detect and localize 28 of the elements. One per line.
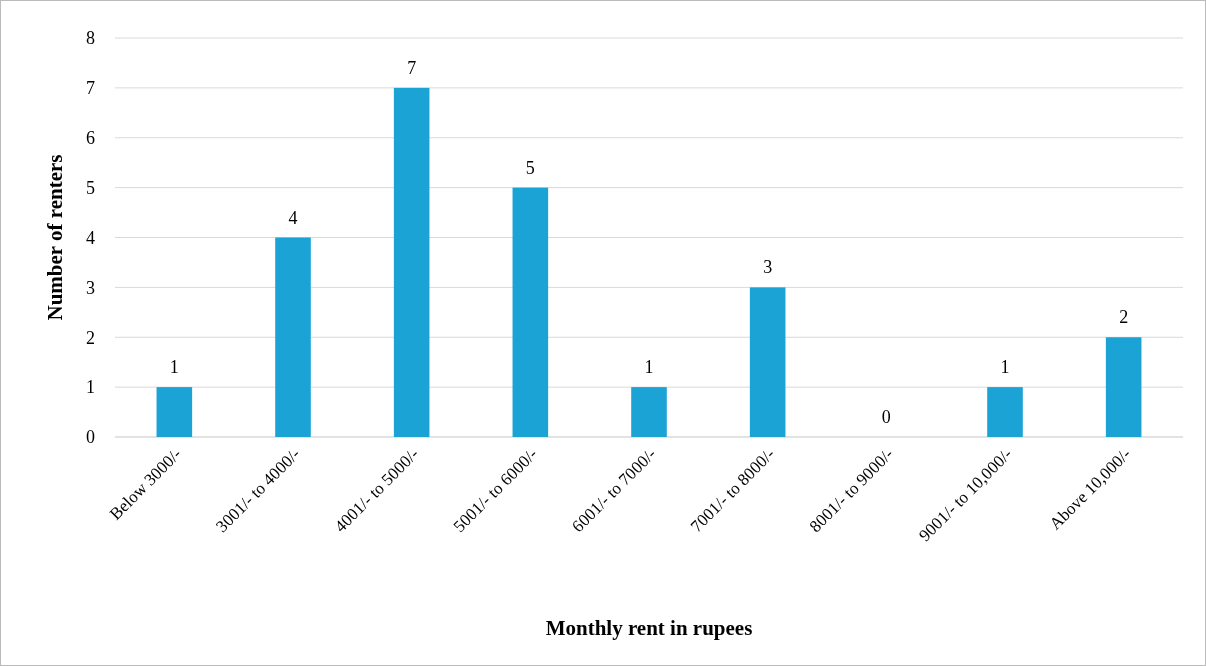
y-tick-label: 6 [86,128,95,149]
bar [1105,337,1142,437]
data-label: 2 [1119,307,1129,328]
y-axis-title: Number of renters [43,154,67,321]
bar [987,387,1023,437]
bar [275,237,311,437]
data-label: 7 [407,57,417,78]
data-label: 1 [169,357,179,378]
y-tick-label: 0 [86,427,95,448]
y-tick-label: 2 [86,327,95,348]
y-tick-label: 1 [86,377,95,398]
bar [512,187,549,437]
x-axis-title: Monthly rent in rupees [545,616,753,640]
data-label: 0 [881,407,891,427]
bar [156,387,193,437]
bar [749,287,786,437]
bar [393,87,430,437]
data-label: 1 [1000,357,1010,378]
y-tick-label: 4 [86,227,95,248]
y-tick-label: 8 [86,28,95,49]
data-label: 4 [288,207,298,228]
bar [631,387,667,437]
y-tick-label: 5 [86,177,95,198]
data-label: 5 [525,157,535,178]
data-label: 3 [763,257,773,278]
y-tick-label: 7 [86,78,95,99]
y-tick-label: 3 [86,277,95,298]
data-label: 1 [644,357,654,378]
